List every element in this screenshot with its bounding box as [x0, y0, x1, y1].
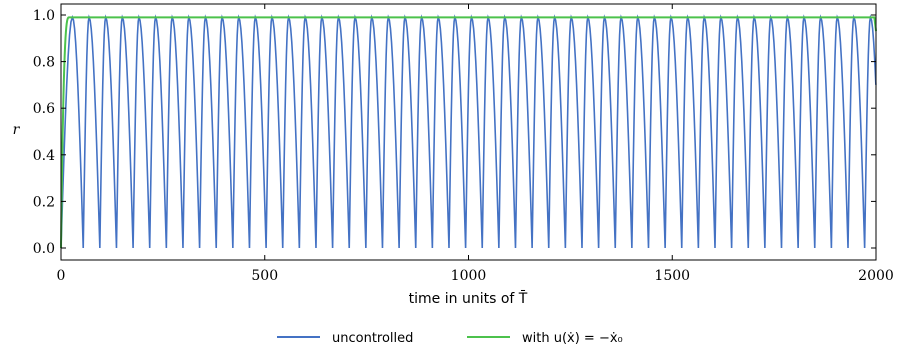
y-axis-label: r [13, 122, 21, 138]
x-tick-label: 2000 [858, 268, 894, 284]
x-axis-label: time in units of T̄ [409, 289, 528, 307]
y-tick-label: 0.8 [33, 55, 55, 71]
legend-label-controlled: with u(ẋ) = −ẋ₀ [522, 331, 623, 346]
series-line-uncontrolled [60, 14, 877, 249]
x-tick-label: 1000 [451, 268, 487, 284]
legend: uncontrolled with u(ẋ) = −ẋ₀ [277, 331, 623, 346]
y-tick-label: 0.0 [33, 241, 55, 257]
x-tick-label: 0 [57, 268, 66, 284]
y-tick-label: 1.0 [33, 8, 55, 24]
series-layer [60, 14, 877, 249]
x-tick-label: 500 [251, 268, 278, 284]
y-tick-label: 0.2 [33, 194, 55, 210]
x-tick-label: 1500 [654, 268, 690, 284]
ticks-layer: 0 500 1000 1500 2000 0.0 0.2 0.4 0.6 0.8 1.0 [33, 4, 894, 284]
y-tick-label: 0.6 [33, 101, 55, 117]
legend-label-uncontrolled: uncontrolled [332, 331, 413, 346]
y-tick-label: 0.4 [33, 148, 55, 164]
series-line-controlled [60, 16, 877, 249]
